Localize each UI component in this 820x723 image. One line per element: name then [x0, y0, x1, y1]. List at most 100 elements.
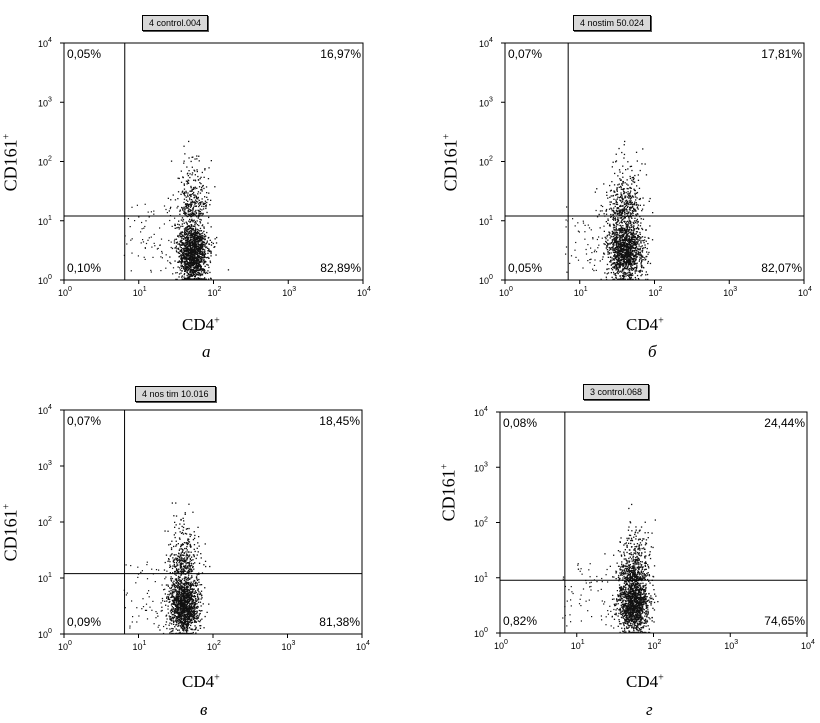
- event-dot: [167, 596, 170, 598]
- event-dot: [613, 238, 616, 240]
- event-dot: [623, 228, 625, 231]
- event-dot: [196, 270, 198, 272]
- event-dot: [641, 259, 643, 261]
- event-dot: [199, 621, 201, 623]
- event-dot: [634, 209, 636, 211]
- event-dot: [197, 203, 200, 205]
- event-dot: [204, 245, 206, 248]
- event-dot: [185, 206, 187, 208]
- event-dot: [644, 246, 646, 249]
- event-dot: [613, 278, 616, 281]
- event-dot: [635, 267, 637, 269]
- event-dot: [196, 228, 198, 230]
- event-dot: [193, 585, 195, 587]
- event-dot: [180, 265, 182, 267]
- event-dot: [203, 262, 205, 264]
- panel-letter: а: [202, 342, 211, 361]
- event-dot: [617, 270, 620, 272]
- event-dot: [619, 214, 621, 216]
- event-dot: [189, 621, 191, 623]
- event-dot: [620, 246, 622, 248]
- event-dot: [585, 248, 587, 251]
- event-dot: [619, 217, 621, 219]
- event-dot: [625, 264, 627, 266]
- event-dot: [612, 235, 615, 238]
- event-dot: [177, 606, 180, 609]
- quadrant-upper-left: 0,07%: [508, 47, 542, 61]
- event-dot: [193, 201, 195, 204]
- event-dot: [603, 213, 605, 215]
- event-dot: [630, 233, 632, 236]
- event-dot: [172, 610, 174, 613]
- event-dot: [180, 170, 182, 172]
- event-dot: [191, 592, 193, 594]
- event-dot: [622, 212, 624, 214]
- event-dot: [204, 251, 206, 254]
- event-dot: [192, 259, 194, 261]
- event-dot: [601, 237, 603, 239]
- event-dot: [175, 247, 177, 249]
- event-dot: [629, 227, 631, 229]
- event-dot: [616, 263, 618, 266]
- event-dot: [199, 178, 201, 180]
- event-dot: [616, 242, 618, 244]
- event-dot: [178, 592, 180, 594]
- event-dot: [604, 243, 606, 246]
- event-dot: [627, 260, 629, 262]
- event-dot: [612, 232, 615, 234]
- sample-tag: 4 control.004: [142, 15, 209, 31]
- event-dot: [169, 617, 171, 619]
- event-dot: [624, 261, 626, 263]
- event-dot: [187, 248, 189, 251]
- event-dot: [635, 202, 637, 204]
- event-dot: [180, 548, 183, 550]
- event-dot: [186, 204, 188, 206]
- event-dot: [587, 224, 589, 226]
- event-dot: [631, 229, 633, 231]
- event-dot: [185, 221, 187, 223]
- event-dot: [196, 574, 198, 576]
- event-dot: [182, 560, 184, 562]
- event-dot: [177, 592, 179, 595]
- event-dot: [186, 246, 189, 248]
- event-dot: [183, 188, 186, 190]
- event-dot: [198, 155, 200, 157]
- event-dot: [609, 196, 611, 198]
- event-dot: [189, 232, 191, 234]
- event-dot: [187, 249, 189, 251]
- event-dot: [200, 605, 202, 607]
- event-dot: [644, 236, 646, 238]
- event-dot: [187, 203, 189, 206]
- event-dot: [608, 232, 611, 234]
- event-dot: [184, 619, 186, 621]
- event-dot: [185, 258, 187, 260]
- event-dot: [188, 266, 190, 268]
- event-dot: [182, 278, 184, 281]
- event-dot: [184, 629, 187, 631]
- event-dot: [611, 181, 613, 183]
- event-dot: [621, 209, 623, 211]
- event-dot: [194, 210, 196, 213]
- event-dot: [617, 272, 619, 275]
- event-dot: [172, 632, 174, 635]
- event-dot: [197, 257, 199, 260]
- event-dot: [621, 218, 624, 221]
- event-dot: [204, 200, 207, 202]
- event-dot: [161, 257, 163, 259]
- event-dot: [192, 247, 194, 249]
- event-dot: [617, 193, 619, 196]
- event-dot: [197, 250, 199, 252]
- event-dot: [183, 274, 185, 276]
- event-dot: [184, 632, 186, 635]
- event-dot: [188, 563, 190, 565]
- event-dot: [180, 568, 183, 570]
- event-dot: [197, 617, 199, 619]
- event-dot: [187, 623, 189, 625]
- event-dot: [618, 211, 620, 213]
- event-dot: [635, 210, 637, 212]
- event-dot: [182, 592, 184, 595]
- event-dot: [199, 601, 202, 603]
- event-dot: [201, 252, 203, 254]
- event-dot: [180, 585, 183, 587]
- event-dot: [195, 626, 197, 629]
